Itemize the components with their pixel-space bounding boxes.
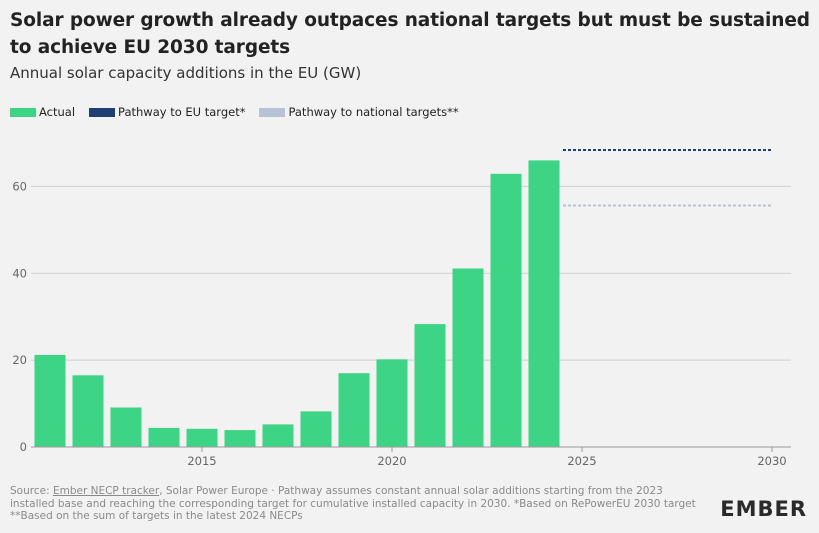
x-tick-label-2025: 2025 xyxy=(567,454,596,468)
ember-logo: EMBER xyxy=(720,497,807,521)
bar-2017 xyxy=(262,424,294,447)
bar-2023 xyxy=(490,173,522,448)
source-link[interactable]: Ember NECP tracker xyxy=(52,485,160,497)
legend-label-national-targets: Pathway to national targets** xyxy=(288,105,459,119)
chart-subtitle: Annual solar capacity additions in the E… xyxy=(10,64,362,82)
legend-swatch-national-targets xyxy=(259,107,286,117)
legend-swatch-eu-target xyxy=(89,107,116,117)
bar-2016 xyxy=(224,430,256,447)
bar-2013 xyxy=(110,407,142,447)
legend-label-eu-target: Pathway to EU target* xyxy=(118,105,246,119)
bar-2015 xyxy=(186,428,218,447)
legend-label-actual: Actual xyxy=(39,105,76,119)
x-tick-label-2020: 2020 xyxy=(377,454,406,468)
y-tick-label-60: 60 xyxy=(12,179,27,193)
bar-2018 xyxy=(300,411,332,447)
bar-2024 xyxy=(528,160,560,447)
legend-item-actual: Actual xyxy=(10,105,75,119)
bar-2022 xyxy=(452,268,484,447)
source-prefix: Source: xyxy=(10,485,53,497)
footer-source: Source: Ember NECP tracker, Solar Power … xyxy=(10,485,710,523)
legend: Actual Pathway to EU target* Pathway to … xyxy=(10,105,473,119)
bar-2011 xyxy=(34,354,66,447)
legend-item-national-targets: Pathway to national targets** xyxy=(259,105,459,119)
x-tick-label-2030: 2030 xyxy=(757,454,786,468)
source-notes: , Solar Power Europe · Pathway assumes c… xyxy=(10,485,696,522)
y-tick-label-20: 20 xyxy=(12,353,27,367)
bar-2020 xyxy=(376,359,408,447)
bar-2019 xyxy=(338,373,370,447)
x-tick-label-2015: 2015 xyxy=(187,454,216,468)
legend-swatch-actual xyxy=(10,107,36,117)
legend-item-eu-target: Pathway to EU target* xyxy=(89,105,245,119)
y-tick-label-40: 40 xyxy=(12,266,27,280)
bar-2014 xyxy=(148,427,180,447)
bar-2012 xyxy=(72,375,104,447)
bar-2021 xyxy=(414,324,446,447)
y-tick-label-0: 0 xyxy=(20,440,27,454)
chart-title: Solar power growth already outpaces nati… xyxy=(10,10,810,58)
